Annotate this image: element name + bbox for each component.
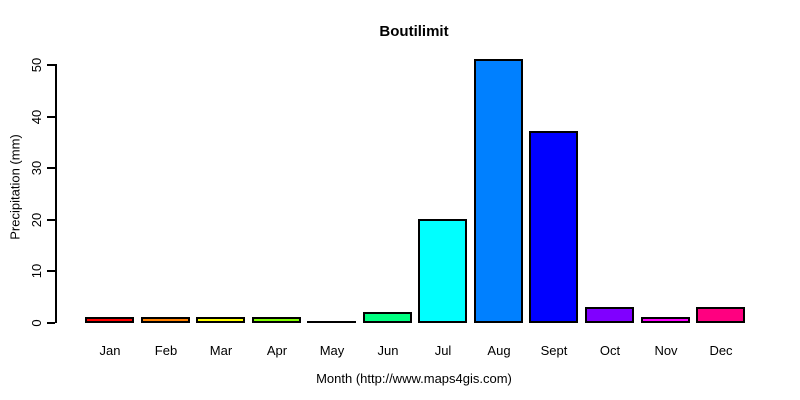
x-tick-label-jan: Jan — [99, 343, 121, 358]
x-tick-label-apr: Apr — [266, 343, 288, 358]
x-tick-label-jul: Jul — [434, 343, 452, 358]
x-tick-label-jun: Jun — [377, 343, 399, 358]
bar-mar — [196, 317, 245, 323]
y-tick-50 — [47, 64, 55, 66]
bar-sept — [529, 131, 578, 323]
y-axis-line — [55, 64, 57, 323]
y-tick-label-20: 20 — [29, 212, 44, 228]
bar-apr — [252, 317, 301, 323]
bar-oct — [585, 307, 634, 323]
x-tick-label-may: May — [319, 343, 345, 358]
x-tick-label-dec: Dec — [709, 343, 733, 358]
y-tick-label-30: 30 — [29, 160, 44, 176]
x-tick-label-nov: Nov — [654, 343, 678, 358]
y-tick-0 — [47, 322, 55, 324]
bar-jun — [363, 312, 412, 323]
bar-aug — [474, 59, 523, 323]
y-axis-label: Precipitation (mm) — [7, 134, 23, 240]
x-tick-label-sept: Sept — [540, 343, 568, 358]
y-tick-label-10: 10 — [29, 264, 44, 279]
bar-may — [307, 321, 356, 323]
bar-nov — [641, 317, 690, 323]
bar-feb — [141, 317, 190, 323]
y-tick-40 — [47, 115, 55, 118]
chart-title: Boutilimit — [379, 23, 449, 40]
y-tick-label-0: 0 — [29, 319, 44, 327]
x-tick-label-aug: Aug — [487, 343, 511, 358]
x-tick-label-mar: Mar — [209, 343, 233, 358]
y-tick-10 — [47, 270, 55, 273]
y-tick-label-40: 40 — [29, 109, 44, 124]
x-axis-label: Month (http://www.maps4gis.com) — [316, 371, 512, 386]
x-tick-label-oct: Oct — [599, 343, 621, 358]
bar-dec — [696, 307, 745, 323]
bar-jan — [85, 317, 134, 323]
y-tick-20 — [47, 218, 55, 221]
y-tick-label-50: 50 — [29, 57, 44, 73]
y-tick-30 — [47, 167, 55, 170]
x-tick-label-feb: Feb — [154, 343, 178, 358]
bar-jul — [418, 219, 467, 323]
